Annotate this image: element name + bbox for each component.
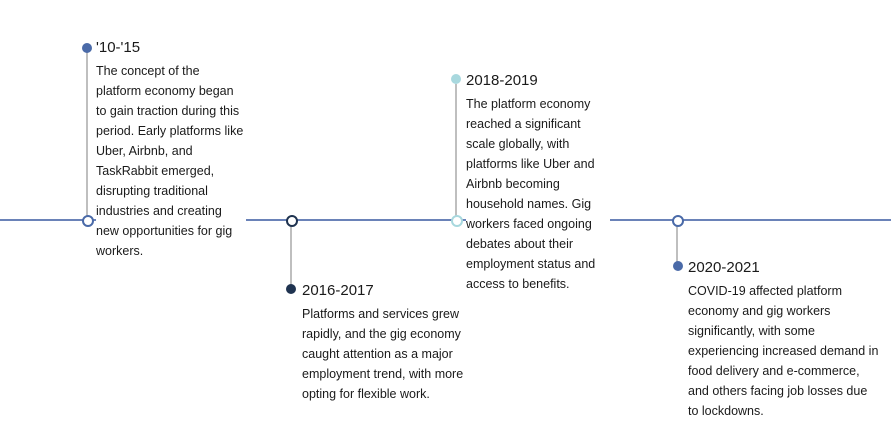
event-2-stem <box>290 222 292 288</box>
event-3-description: The platform economy reached a significa… <box>466 97 596 291</box>
event-2-description: Platforms and services grew rapidly, and… <box>302 307 464 401</box>
event-1-stem <box>86 52 88 219</box>
event-2-panel: 2016-2017 Platforms and services grew ra… <box>302 282 472 404</box>
event-1-axis-dot <box>82 215 94 227</box>
event-1-title: '10-'15 <box>96 39 141 56</box>
event-1-description: The concept of the platform economy bega… <box>96 64 244 258</box>
event-2-marker <box>286 284 296 294</box>
event-4-axis-dot <box>672 215 684 227</box>
event-3-stem <box>455 84 457 219</box>
event-4-panel: 2020-2021 COVID-19 affected platform eco… <box>688 259 880 421</box>
event-1-panel: '10-'15 The concept of the platform econ… <box>96 39 246 261</box>
event-3-panel: 2018-2019 The platform economy reached a… <box>466 72 610 294</box>
event-2-title: 2016-2017 <box>302 282 374 299</box>
event-3-marker <box>451 74 461 84</box>
event-3-axis-dot <box>451 215 463 227</box>
event-1-marker <box>82 43 92 53</box>
event-2-axis-dot <box>286 215 298 227</box>
timeline-axis <box>0 219 891 221</box>
event-4-marker <box>673 261 683 271</box>
event-3-title: 2018-2019 <box>466 72 538 89</box>
event-4-stem <box>676 222 678 266</box>
event-4-description: COVID-19 affected platform economy and g… <box>688 284 879 418</box>
event-4-title: 2020-2021 <box>688 259 760 276</box>
